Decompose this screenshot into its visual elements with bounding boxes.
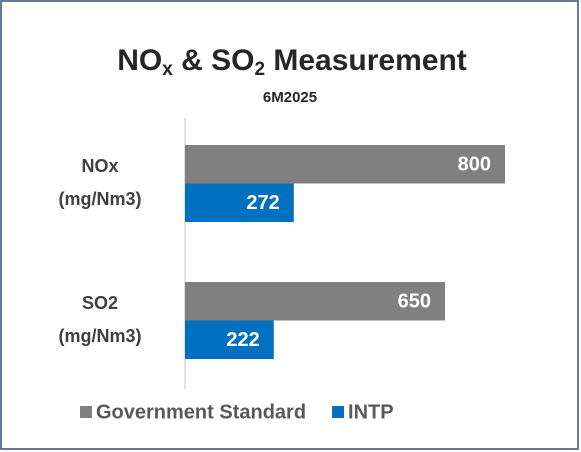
bar	[185, 183, 294, 222]
bar	[185, 282, 445, 321]
title-part: 2	[254, 59, 265, 80]
title-part: & SO	[173, 44, 255, 77]
y-tick-label: SO2	[82, 293, 118, 313]
legend-label: INTP	[348, 401, 394, 423]
y-tick-label: (mg/Nm3)	[58, 326, 141, 346]
legend-swatch	[80, 406, 92, 418]
data-label: 222	[226, 329, 259, 351]
title-part: x	[162, 59, 173, 80]
data-label: 272	[246, 192, 279, 214]
chart-subtitle: 6M2025	[263, 89, 317, 106]
y-tick-label: (mg/Nm3)	[58, 189, 141, 209]
data-label: 800	[458, 154, 491, 176]
data-label: 650	[398, 291, 431, 313]
bar	[185, 320, 274, 359]
bar	[185, 145, 505, 184]
title-part: NO	[117, 44, 162, 77]
y-tick-label: NOx	[81, 156, 118, 176]
legend-swatch	[332, 406, 345, 418]
legend-label: Government Standard	[96, 401, 306, 423]
chart-title: NOx & SO2 Measurement	[117, 44, 467, 80]
title-part: Measurement	[265, 44, 467, 77]
